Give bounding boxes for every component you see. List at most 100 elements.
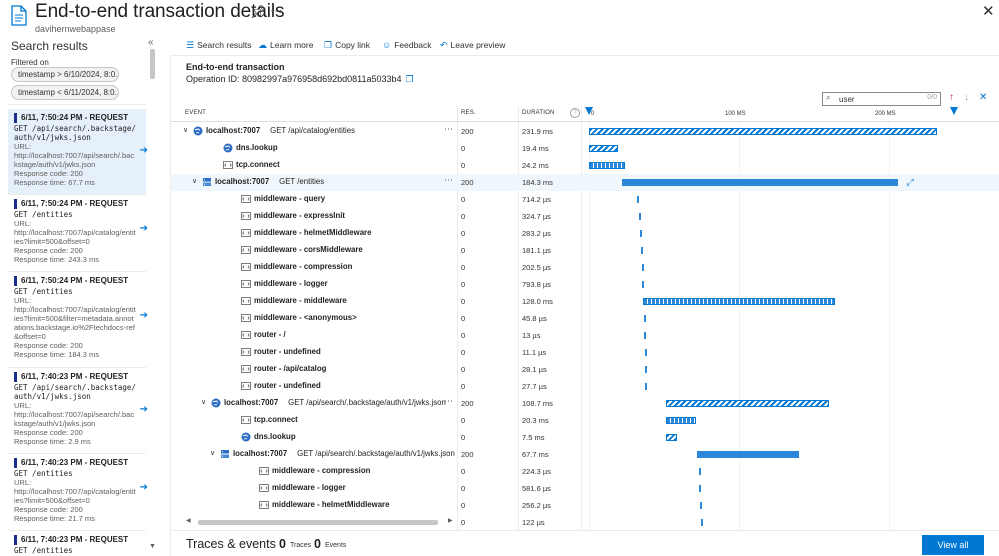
result-item[interactable]: 6/11, 7:50:24 PM - REQUEST GET /entities…: [8, 272, 148, 368]
chevron-down-icon[interactable]: ∨: [192, 178, 198, 185]
event-name: middleware - query: [254, 194, 325, 203]
scrollbar-thumb[interactable]: [198, 520, 438, 525]
filter-pill[interactable]: timestamp < 6/11/2024, 8:0...: [11, 85, 119, 100]
table-row[interactable]: ∨ localhost:7007 GET /api/search/.backstag…: [171, 446, 999, 463]
table-row[interactable]: middleware - expressInit 0 324.7 µs: [171, 208, 999, 225]
more-options-icon[interactable]: ⋯: [444, 124, 454, 134]
scroll-right-icon[interactable]: ▶: [448, 518, 453, 524]
timeline-bar[interactable]: [700, 502, 702, 509]
result-item[interactable]: 6/11, 7:40:23 PM - REQUEST GET /entities…: [8, 454, 148, 531]
timeline-bar[interactable]: [641, 264, 644, 271]
timeline-bar[interactable]: [643, 315, 646, 322]
result-item[interactable]: 6/11, 7:50:24 PM - REQUEST GET /entities…: [8, 195, 148, 272]
search-input[interactable]: [839, 94, 919, 105]
result-code: 0: [461, 433, 466, 442]
timeline-bar[interactable]: [622, 179, 899, 186]
timeline-bar[interactable]: [638, 213, 641, 220]
timeline-bar[interactable]: [640, 247, 643, 254]
table-row[interactable]: router - undefined 0 27.7 µs: [171, 378, 999, 395]
timeline-bar[interactable]: [698, 468, 701, 475]
chevron-down-icon[interactable]: ∨: [201, 399, 207, 406]
more-options-icon[interactable]: ⋯: [444, 175, 454, 185]
result-header: 6/11, 7:50:24 PM - REQUEST: [14, 199, 140, 209]
help-icon[interactable]: ?: [570, 108, 580, 118]
table-row[interactable]: tcp.connect 0 20.3 ms: [171, 412, 999, 429]
table-row[interactable]: middleware - logger 0 581.6 µs: [171, 480, 999, 497]
result-item[interactable]: 6/11, 7:40:23 PM - REQUEST GET /entities: [8, 531, 146, 556]
timeline-bar[interactable]: [700, 519, 703, 526]
chevron-down-icon[interactable]: ∨: [210, 450, 216, 457]
timeline-bar[interactable]: [640, 230, 642, 237]
scrollbar[interactable]: [149, 46, 156, 556]
open-arrow-icon[interactable]: ➔: [139, 310, 148, 321]
table-row[interactable]: middleware - query 0 714.2 µs: [171, 191, 999, 208]
timeline-bar[interactable]: [697, 451, 799, 458]
table-row[interactable]: ∨ localhost:7007 GET /entities ⋯ 200 184.3 ms…: [171, 174, 999, 191]
zoom-to-span-icon[interactable]: ⤢: [906, 177, 914, 187]
timeline-bar[interactable]: [644, 349, 647, 356]
feedback-button[interactable]: ☺ Feedback: [382, 40, 432, 50]
timeline-bar[interactable]: [589, 128, 937, 135]
arrow-up-icon[interactable]: ↑: [949, 92, 954, 103]
timeline-bar[interactable]: [637, 196, 639, 203]
horizontal-scrollbar[interactable]: ◀ ▶: [186, 518, 456, 526]
close-icon[interactable]: ✕: [982, 3, 995, 20]
table-row[interactable]: tcp.connect 0 24.2 ms: [171, 157, 999, 174]
timeline-bar[interactable]: [665, 434, 677, 441]
more-options-icon[interactable]: ⋯: [444, 396, 454, 406]
open-arrow-icon[interactable]: ➔: [139, 404, 148, 415]
range-start-marker[interactable]: [585, 107, 593, 115]
search-results-button[interactable]: ☰ Search results: [186, 40, 251, 51]
copy-link-button[interactable]: ❐ Copy link: [324, 40, 370, 51]
result-url: http://localhost:7007/api/catalog/entiti…: [14, 305, 136, 341]
table-row[interactable]: middleware - corsMiddleware 0 181.1 µs: [171, 242, 999, 259]
open-arrow-icon[interactable]: ➔: [139, 482, 148, 493]
timeline-bar[interactable]: [645, 383, 648, 390]
timeline-bar[interactable]: [642, 281, 645, 288]
copy-id-icon[interactable]: ❐: [405, 74, 414, 84]
filter-pill[interactable]: timestamp > 6/10/2024, 8:0...: [11, 67, 119, 82]
clear-search-icon[interactable]: ✕: [979, 92, 988, 103]
learn-more-button[interactable]: ☁ Learn more: [258, 40, 313, 51]
more-options-icon[interactable]: ⋯: [270, 3, 284, 18]
timeline-bar[interactable]: [589, 162, 626, 169]
open-arrow-icon[interactable]: ➔: [139, 223, 148, 234]
result-item[interactable]: 6/11, 7:40:23 PM - REQUEST GET /api/sear…: [8, 368, 148, 454]
timeline-bar[interactable]: [665, 400, 829, 407]
table-row[interactable]: dns.lookup 0 19.4 ms: [171, 140, 999, 157]
table-row[interactable]: ∨ localhost:7007 GET /api/search/.backstag…: [171, 395, 999, 412]
table-row[interactable]: middleware - helmetMiddleware 0 283.2 µs: [171, 225, 999, 242]
pin-icon[interactable]: 📌︎: [250, 4, 267, 19]
arrow-down-icon[interactable]: ↓: [964, 92, 969, 103]
scroll-left-icon[interactable]: ◀: [186, 518, 191, 524]
view-all-button[interactable]: View all: [922, 535, 984, 555]
table-row[interactable]: middleware - middleware 0 128.0 ms: [171, 293, 999, 310]
table-row[interactable]: 0 122 µs: [171, 514, 999, 530]
table-row[interactable]: middleware - <anonymous> 0 45.8 µs: [171, 310, 999, 327]
chevron-down-icon[interactable]: ∨: [183, 127, 189, 134]
table-row[interactable]: middleware - logger 0 793.8 µs: [171, 276, 999, 293]
timeline-bar[interactable]: [644, 332, 647, 339]
table-row[interactable]: router - /api/catalog 0 28.1 µs: [171, 361, 999, 378]
timeline-bar[interactable]: [643, 298, 835, 305]
timeline-bar[interactable]: [644, 366, 647, 373]
timeline-bar[interactable]: [665, 417, 696, 424]
scroll-down-icon[interactable]: ▼: [149, 543, 156, 550]
leave-preview-button[interactable]: ↶ Leave preview: [440, 40, 505, 51]
table-row[interactable]: dns.lookup 0 7.5 ms: [171, 429, 999, 446]
timeline-bar[interactable]: [699, 485, 702, 492]
range-end-marker[interactable]: [949, 107, 958, 115]
result-item[interactable]: 6/11, 7:50:24 PM - REQUEST GET /api/sear…: [8, 109, 148, 195]
open-arrow-icon[interactable]: ➔: [139, 145, 148, 156]
search-box[interactable]: ⌕ 0/0: [822, 92, 941, 106]
table-row[interactable]: middleware - helmetMiddleware 0 256.2 µs: [171, 497, 999, 514]
timeline-bar[interactable]: [589, 145, 619, 152]
scrollbar-thumb[interactable]: [150, 49, 155, 79]
table-row[interactable]: middleware - compression 0 202.5 µs: [171, 259, 999, 276]
table-row[interactable]: ∨ localhost:7007 GET /api/catalog/entities…: [171, 123, 999, 140]
table-row[interactable]: router - undefined 0 11.1 µs: [171, 344, 999, 361]
more-options-icon[interactable]: ⋯: [444, 447, 454, 457]
collapse-pane-icon[interactable]: «: [148, 38, 154, 48]
table-row[interactable]: middleware - compression 0 224.3 µs: [171, 463, 999, 480]
table-row[interactable]: router - / 0 13 µs: [171, 327, 999, 344]
